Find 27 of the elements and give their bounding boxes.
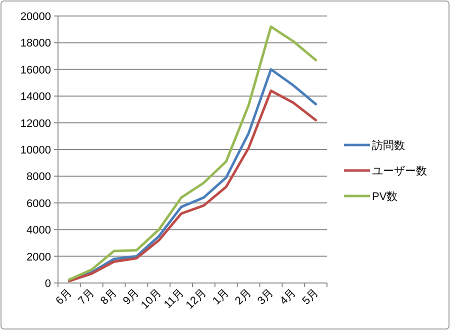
legend-label: ユーザー数 (372, 166, 427, 178)
x-tick-label: 7月 (76, 286, 97, 308)
x-tick-label: 4月 (278, 286, 298, 308)
x-tick-label: 2月 (233, 286, 254, 308)
x-tick-label: 3月 (255, 286, 276, 308)
x-tick-label: 10月 (139, 286, 164, 312)
y-tick-label: 14000 (20, 91, 51, 104)
y-tick-label: 4000 (26, 224, 51, 237)
line-series (68, 25, 318, 281)
x-tick-label: 9月 (120, 286, 142, 308)
y-tick-label: 6000 (26, 198, 51, 210)
y-tick-label: 20000 (20, 11, 51, 23)
x-tick-label: 8月 (98, 286, 120, 308)
y-tick-label: 16000 (20, 64, 51, 76)
y-tick-label: 0 (44, 278, 51, 290)
y-tick-label: 8000 (26, 171, 51, 184)
legend-label: 訪問数 (372, 139, 405, 152)
y-tick-label: 18000 (20, 38, 51, 50)
x-tick-label: 5月 (300, 286, 321, 308)
x-tick-label: 6月 (54, 286, 74, 308)
y-tick-label: 2000 (26, 251, 51, 264)
x-tick-label: 1月 (210, 286, 232, 308)
legend-label: PV数 (372, 191, 398, 203)
x-tick-label: 11月 (162, 286, 186, 311)
x-tick-label: 12月 (184, 286, 209, 312)
y-tick-label: 12000 (20, 118, 51, 130)
y-tick-label: 10000 (20, 144, 51, 156)
